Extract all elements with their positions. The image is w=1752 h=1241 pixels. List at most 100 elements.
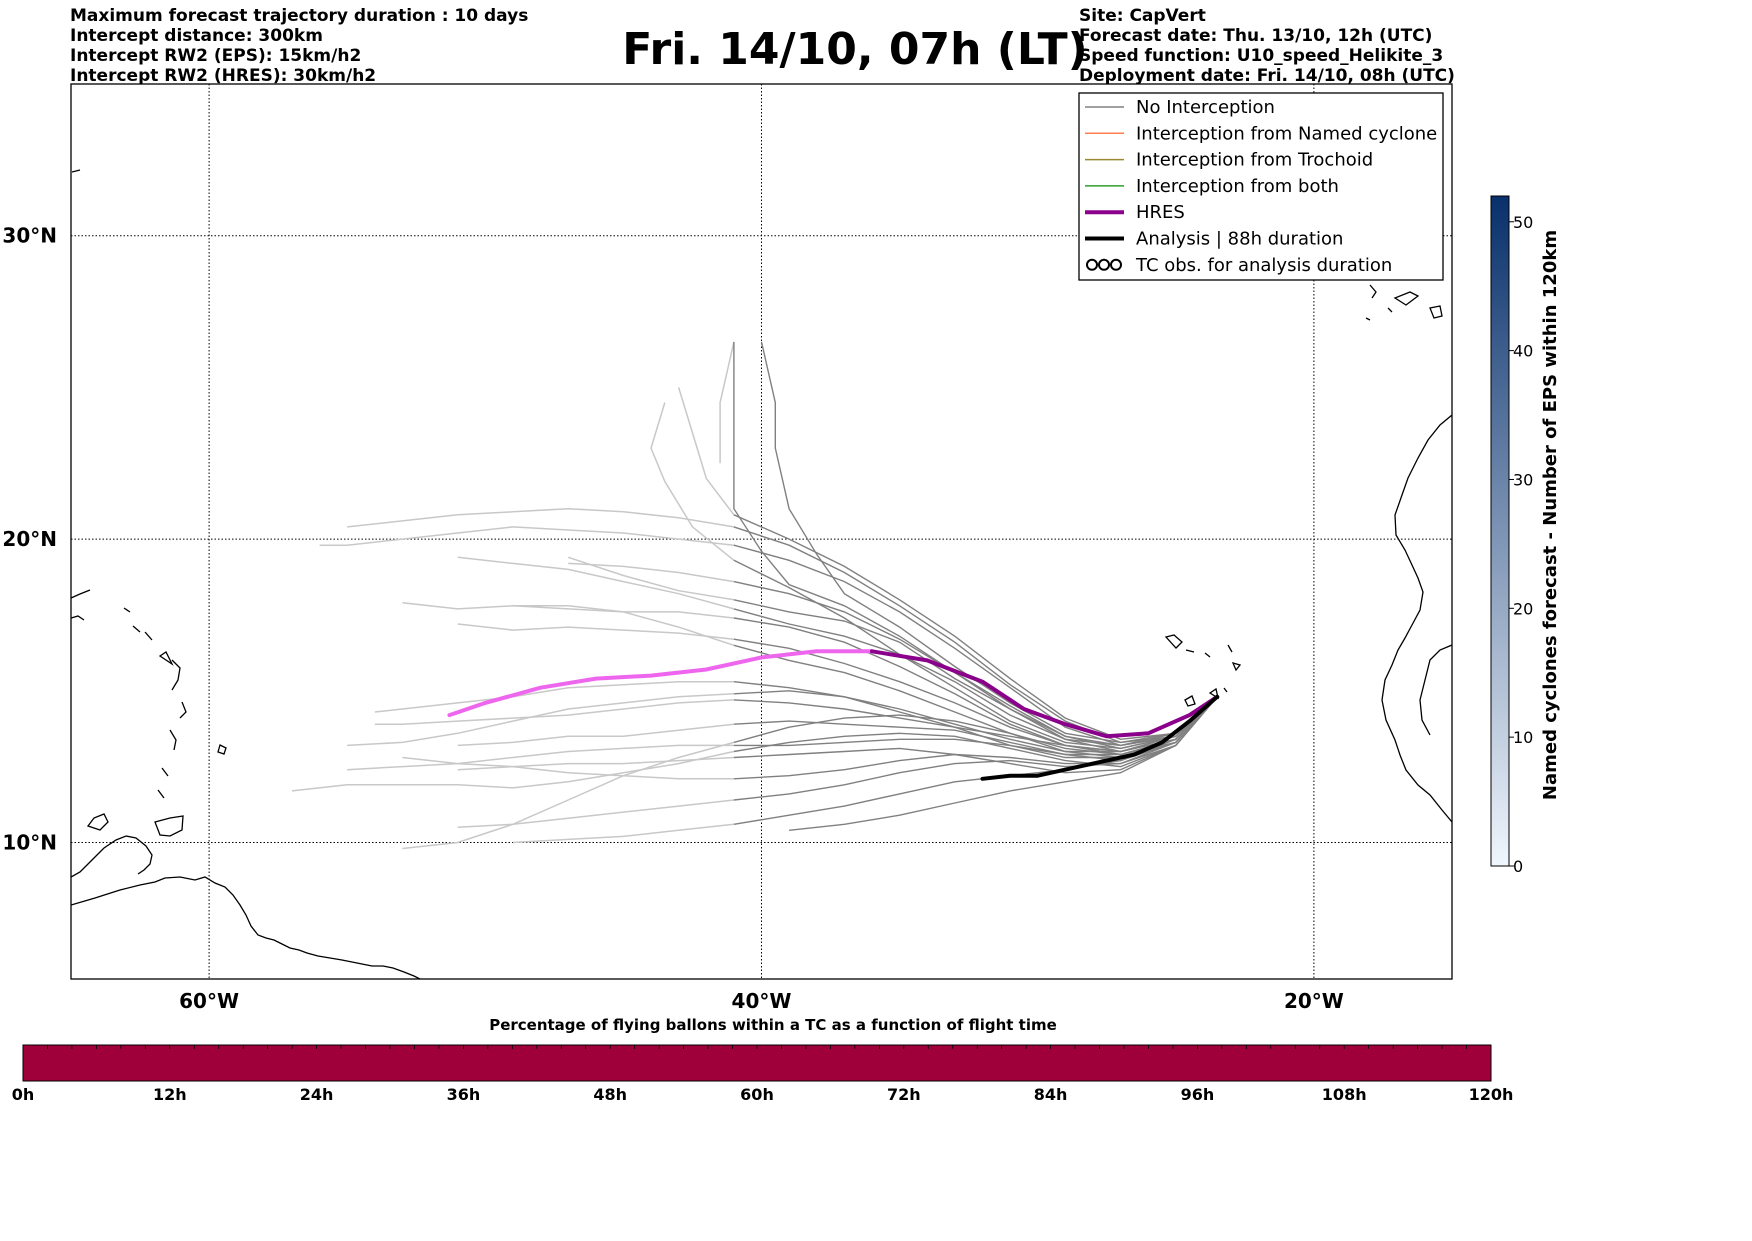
header-right-line: Forecast date: Thu. 13/10, 12h (UTC) <box>1079 26 1433 46</box>
trinidad-island <box>154 815 184 837</box>
eps-trajectory <box>733 696 1218 774</box>
colorbar-right-gradient <box>1490 195 1510 867</box>
eps-trajectory-late <box>567 556 735 601</box>
eps-trajectory <box>733 696 1218 753</box>
colorbar-right: 0 10 20 30 40 50 Named cyclones forecast - Nu… <box>1490 195 1561 876</box>
eps-trajectory-late <box>319 526 734 546</box>
colorbar-bottom-tick-label: 36h <box>447 1085 481 1104</box>
madeira-island <box>71 169 81 173</box>
colorbar-right-tick-label: 20 <box>1513 599 1533 618</box>
eps-trajectory-late <box>374 680 734 713</box>
colorbar-bottom-tick-label: 12h <box>153 1085 187 1104</box>
lat-tick-label: 10°N <box>2 830 57 854</box>
header-right-line: Deployment date: Fri. 14/10, 08h (UTC) <box>1079 66 1455 86</box>
eps-trajectory <box>733 580 1218 750</box>
colorbar-bottom-tick-label: 48h <box>593 1085 627 1104</box>
eps-trajectory-late <box>568 562 735 583</box>
eps-trajectory-late <box>374 699 734 725</box>
colorbar-right-tick-label: 10 <box>1513 728 1533 747</box>
colorbar-bottom-label: Percentage of flying ballons within a TC… <box>489 1016 1057 1034</box>
eps-trajectory <box>733 608 1218 753</box>
legend-item-label: TC obs. for analysis duration <box>1135 255 1392 276</box>
legend-item-label: Analysis | 88h duration <box>1136 229 1343 250</box>
eps-trajectory-late <box>347 744 734 771</box>
venezuela-coast <box>71 835 153 878</box>
hres-trajectory <box>870 649 1220 739</box>
coastlines <box>71 169 1452 979</box>
africa-inner-coast <box>1419 644 1452 736</box>
eps-trajectory-late <box>457 756 734 771</box>
header-left-line: Intercept RW2 (HRES): 30km/h2 <box>70 66 377 86</box>
colorbar-right-label: Named cyclones forecast - Number of EPS … <box>1540 230 1561 800</box>
header-right-line: Site: CapVert <box>1079 6 1206 26</box>
canary-islands <box>1365 284 1443 321</box>
cape-verde-islands <box>1164 634 1242 707</box>
colorbar-bottom-tick-label: 108h <box>1322 1085 1367 1104</box>
eps-trajectory-late <box>402 602 734 619</box>
lon-tick-label: 20°W <box>1284 989 1344 1013</box>
map-title: Fri. 14/10, 07h (LT) <box>622 24 1088 75</box>
header-left-line: Intercept RW2 (EPS): 15km/h2 <box>70 46 362 66</box>
tc-obs-symbol <box>1086 258 1098 271</box>
colorbar-bottom-tick-label: 84h <box>1034 1085 1068 1104</box>
eps-trajectory-late <box>512 823 734 844</box>
legend-item-label: Interception from Trochoid <box>1136 150 1373 171</box>
eps-trajectory-late <box>402 741 735 850</box>
lon-tick-label: 40°W <box>732 989 792 1013</box>
legend-item-label: HRES <box>1136 202 1185 223</box>
eps-trajectory-late <box>677 387 735 516</box>
eps-trajectory-late <box>457 556 735 610</box>
eps-trajectory <box>733 544 1218 747</box>
colorbar-bottom-tick-label: 60h <box>740 1085 774 1104</box>
map-frame <box>70 83 1453 980</box>
gridlines <box>71 84 1452 979</box>
barbados-island <box>217 744 227 755</box>
lon-tick-label: 60°W <box>179 989 239 1013</box>
eps-trajectory <box>733 696 1218 780</box>
eps-trajectory-late <box>457 723 734 747</box>
header-left-info: Maximum forecast trajectory duration : 1… <box>70 6 528 86</box>
eps-trajectory-late <box>347 507 735 528</box>
eps-trajectory-late <box>457 623 734 640</box>
colorbar-bottom-tick-label: 0h <box>12 1085 35 1104</box>
hispaniola-edge <box>71 589 91 621</box>
eps-trajectory-late <box>291 750 735 792</box>
south-america-coast <box>71 876 421 979</box>
colorbar-bottom-tick-label: 120h <box>1469 1085 1514 1104</box>
trajectories <box>291 341 1220 850</box>
africa-west-coast <box>1381 414 1452 823</box>
lat-tick-label: 20°N <box>2 527 57 551</box>
colorbar-right-tick-label: 30 <box>1513 470 1533 489</box>
eps-trajectory-late <box>457 799 734 829</box>
colorbar-bottom-tick-label: 24h <box>300 1085 334 1104</box>
eps-trajectory <box>733 696 1218 801</box>
colorbar-bottom-tick-label: 72h <box>887 1085 921 1104</box>
axis-ticks: 30°N 20°N 10°N 60°W 40°W 20°W <box>2 224 1343 1013</box>
colorbar-right-tick-label: 50 <box>1513 213 1533 232</box>
colorbar-right-tick-label: 0 <box>1513 857 1523 876</box>
legend-item-label: Interception from Named cyclone <box>1136 123 1437 144</box>
eps-trajectory-late <box>650 402 735 561</box>
colorbar-bottom-bar <box>22 1044 1492 1082</box>
header-right-line: Speed function: U10_speed_Helikite_3 <box>1079 46 1444 66</box>
tc-obs-symbol <box>1110 258 1122 271</box>
eps-trajectory <box>733 526 1218 744</box>
header-left-line: Maximum forecast trajectory duration : 1… <box>70 6 529 26</box>
colorbar-bottom-tick-label: 96h <box>1181 1085 1215 1104</box>
guajira-peninsula <box>86 813 109 831</box>
eps-trajectory <box>733 514 1218 741</box>
legend: No Interception Interception from Named c… <box>1078 92 1444 281</box>
colorbar-bottom: Percentage of flying ballons within a TC… <box>12 1016 1514 1104</box>
analysis-trajectory <box>980 694 1220 781</box>
lat-tick-label: 30°N <box>2 224 57 248</box>
lesser-antilles <box>123 607 187 799</box>
eps-trajectory <box>789 696 1218 831</box>
legend-item-label: Interception from both <box>1136 176 1339 197</box>
header-right-info: Site: CapVert Forecast date: Thu. 13/10,… <box>1079 6 1455 86</box>
eps-trajectory-late <box>347 693 734 747</box>
legend-box <box>1078 92 1444 281</box>
legend-item-label: No Interception <box>1136 97 1275 118</box>
tc-obs-symbol <box>1098 258 1110 271</box>
hres-trajectory-late <box>447 649 874 718</box>
